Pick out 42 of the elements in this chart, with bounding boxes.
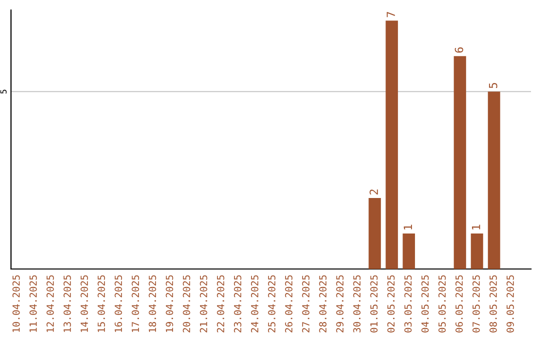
x-tick-label: 26.04.2025 (285, 275, 292, 332)
bar (454, 56, 466, 269)
x-tick-label: 23.04.2025 (234, 275, 242, 332)
x-tick-label: 09.05.2025 (506, 275, 514, 332)
x-tick-label: 27.04.2025 (302, 275, 310, 332)
x-tick-label: 02.05.2025 (387, 275, 395, 332)
data-label: 2 (370, 190, 378, 194)
x-tick-label: 03.05.2025 (404, 275, 412, 332)
x-tick-label: 30.04.2025 (353, 275, 361, 332)
data-label: 7 (386, 12, 395, 18)
data-label: 1 (472, 224, 480, 230)
x-tick-label: 05.05.2025 (438, 275, 446, 332)
x-tick-label: 22.04.2025 (216, 275, 224, 332)
bar (368, 198, 381, 269)
x-tick-label: 20.04.2025 (182, 275, 190, 332)
bar (386, 20, 398, 269)
bar (402, 234, 415, 269)
x-tick-label: 25.04.2025 (268, 275, 276, 332)
x-tick-label: 06.05.2025 (455, 275, 463, 332)
x-tick-label: 17.04.2025 (132, 275, 140, 332)
x-tick-label: 28.04.2025 (319, 275, 326, 332)
data-label: 5 (489, 83, 498, 88)
x-tick-label: 01.05.2025 (370, 275, 378, 332)
x-tick-label: 14.04.2025 (80, 275, 88, 332)
x-tick-label: 29.04.2025 (336, 275, 344, 332)
x-tick-label: 13.04.2025 (64, 275, 71, 332)
x-tick-label: 08.05.2025 (490, 275, 497, 332)
x-tick-label: 10.04.2025 (12, 275, 20, 332)
x-tick-label: 15.04.2025 (98, 275, 105, 332)
x-tick-label: 18.04.2025 (148, 275, 156, 332)
x-tick-label: 07.05.2025 (472, 275, 480, 332)
x-tick-label: 24.04.2025 (250, 275, 258, 332)
x-tick-label: 12.04.2025 (46, 275, 54, 332)
bar (488, 92, 500, 269)
x-tick-label: 11.04.2025 (29, 275, 37, 332)
x-tick-label: 21.04.2025 (200, 275, 208, 332)
data-label: 1 (404, 224, 412, 230)
x-tick-label: 16.04.2025 (114, 275, 122, 332)
bar (470, 234, 484, 269)
data-label: 6 (454, 47, 464, 53)
x-tick-label: 19.04.2025 (166, 275, 174, 332)
x-tick-label: 04.05.2025 (421, 275, 429, 332)
